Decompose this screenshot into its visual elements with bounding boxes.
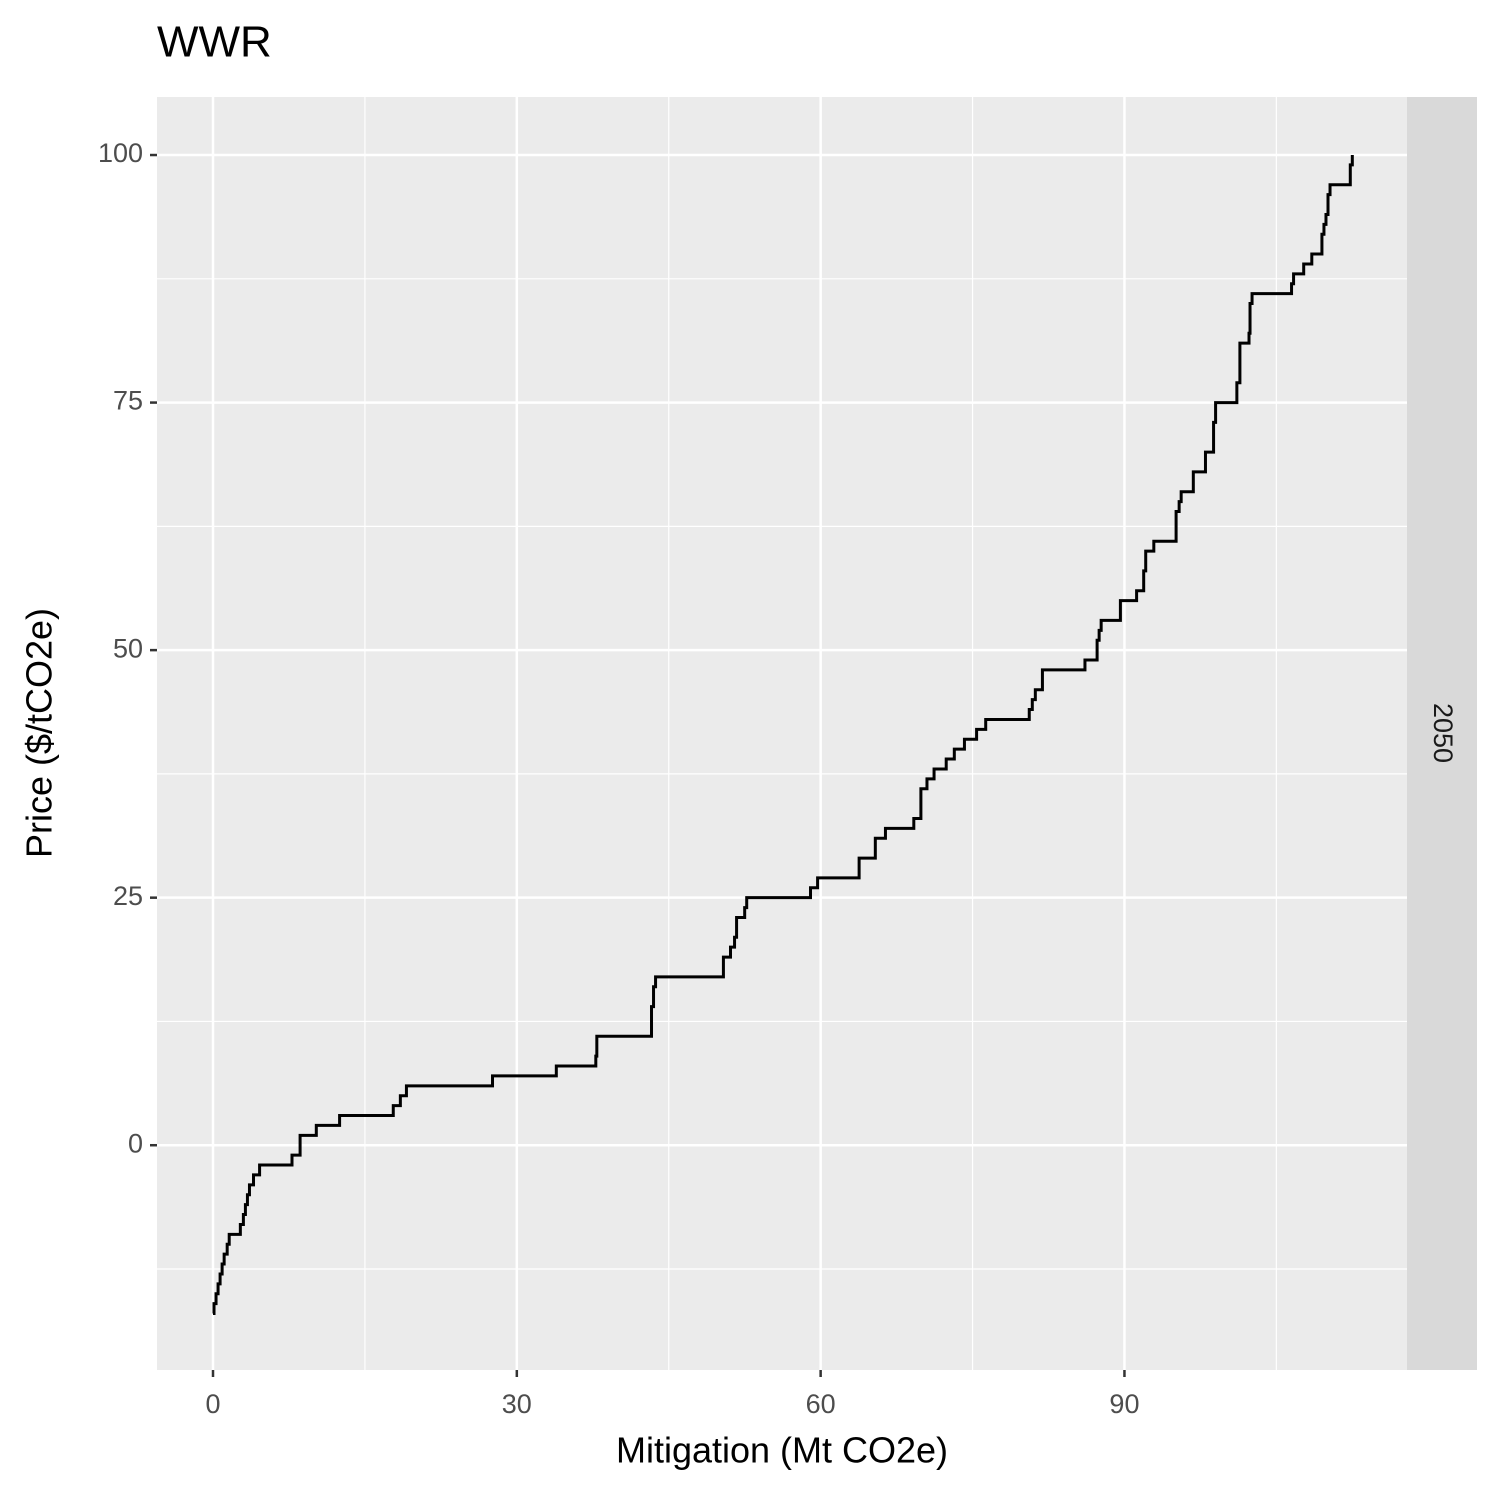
y-axis-title: Price ($/tCO2e) [19,608,60,858]
chart-title: WWR [157,18,272,67]
facet-strip [1407,97,1477,1370]
y-tick-label: 0 [128,1128,143,1158]
line [212,155,1354,1316]
x-tick-label: 60 [806,1389,836,1419]
panel [157,97,1407,1370]
y-tick-label: 100 [98,138,143,168]
x-tick-label: 30 [502,1389,532,1419]
x-tick-label: 90 [1109,1389,1139,1419]
y-tick-label: 25 [113,881,143,911]
x-axis-title: Mitigation (Mt CO2e) [616,1430,948,1471]
y-tick-label: 50 [113,633,143,663]
y-tick-label: 75 [113,386,143,416]
x-tick-label: 0 [205,1389,220,1419]
facet-label: 2050 [1428,703,1458,763]
